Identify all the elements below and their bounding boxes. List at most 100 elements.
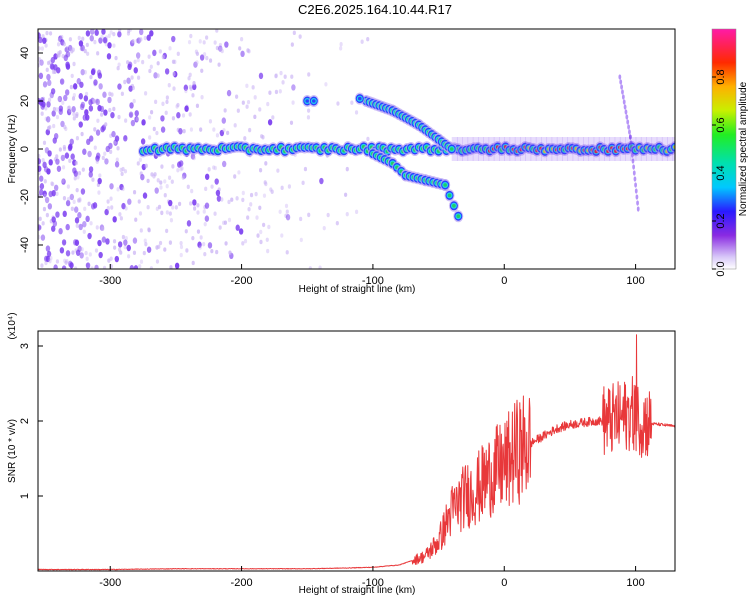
heatmap-noise-cell xyxy=(89,74,93,80)
heatmap-main-band-halo xyxy=(598,137,605,161)
heatmap-noise-cell xyxy=(141,119,146,126)
heatmap-noise-cell xyxy=(43,179,47,184)
heatmap-noise xyxy=(38,29,370,269)
heatmap-noise-cell xyxy=(81,36,85,42)
heatmap-noise-cell xyxy=(46,101,51,108)
heatmap-noise-cell xyxy=(157,204,162,210)
heatmap-main-band-halo xyxy=(593,137,600,161)
heatmap-noise-cell xyxy=(183,84,189,91)
heatmap-noise-cell xyxy=(55,211,60,218)
heatmap-noise-cell xyxy=(61,165,66,170)
heatmap-noise-cell xyxy=(65,223,70,231)
heatmap-noise-cell xyxy=(184,105,189,112)
heatmap-noise-cell xyxy=(221,117,226,124)
heatmap-noise-cell xyxy=(132,237,138,244)
heatmap-noise-cell xyxy=(200,95,204,100)
heatmap-noise-cell xyxy=(58,147,62,152)
heatmap-noise-cell xyxy=(215,189,221,197)
heatmap-noise-cell xyxy=(64,260,68,265)
heatmap-noise-cell xyxy=(69,138,74,145)
heatmap-noise-cell xyxy=(102,36,108,44)
heatmap-noise-cell xyxy=(116,66,120,71)
heatmap-noise-cell xyxy=(104,208,109,216)
heatmap-noise-cell xyxy=(43,193,47,198)
heatmap-noise-cell xyxy=(59,247,65,254)
snr-y-axis: 1 2 3 xyxy=(19,343,43,499)
heatmap-main-band-halo xyxy=(577,137,584,161)
heatmap-noise-cell xyxy=(160,126,166,133)
heatmap-noise-cell xyxy=(220,197,224,202)
heatmap-noise-cell xyxy=(235,224,240,231)
heatmap-noise-cell xyxy=(171,59,176,64)
heatmap-noise-cell xyxy=(221,160,227,168)
heatmap-noise-cell xyxy=(85,114,90,121)
heatmap-noise-cell xyxy=(136,161,140,166)
heatmap-spur-cell xyxy=(623,104,627,110)
heatmap-main-band-halo xyxy=(499,137,506,161)
heatmap-noise-cell xyxy=(299,216,303,222)
heatmap-noise-cell xyxy=(281,80,285,85)
heatmap-noise-cell xyxy=(258,72,264,80)
heatmap-noise-cell xyxy=(179,160,184,167)
heatmap-noise-cell xyxy=(61,178,65,183)
heatmap-noise-cell xyxy=(136,57,140,63)
heatmap-noise-cell xyxy=(204,202,210,209)
heatmap-noise-cell xyxy=(80,101,86,109)
heatmap-noise-cell xyxy=(139,29,144,36)
colorbar-label: Normalized spectral amplitude xyxy=(738,81,749,216)
heatmap-noise-cell xyxy=(324,82,328,87)
heatmap-noise-cell xyxy=(306,108,311,113)
heatmap-noise-cell xyxy=(134,116,139,123)
heatmap-noise-cell xyxy=(139,37,143,42)
heatmap-spur-cell xyxy=(621,94,625,100)
heatmap-noise-cell xyxy=(114,161,120,168)
snr-y-tick-label: 2 xyxy=(19,418,31,424)
heatmap-noise-cell xyxy=(96,118,100,123)
heatmap-noise-cell xyxy=(126,60,130,65)
snr-y-tick-label: 3 xyxy=(19,343,31,349)
heatmap-noise-cell xyxy=(65,51,71,58)
heatmap-main-band-halo xyxy=(462,137,469,161)
heatmap-noise-cell xyxy=(280,233,284,238)
heatmap-noise-cell xyxy=(91,29,95,33)
heatmap-noise-cell xyxy=(65,259,69,264)
heatmap-noise-cell xyxy=(53,264,58,269)
heatmap-noise-cell xyxy=(159,185,163,190)
heatmap-noise-cell xyxy=(38,46,41,51)
heatmap-noise-cell xyxy=(63,258,67,263)
heatmap-noise-cell xyxy=(228,250,232,255)
heatmap-noise-cell xyxy=(177,201,182,207)
heatmap-noise-cell xyxy=(215,45,219,51)
heatmap-noise-cell xyxy=(205,55,209,61)
heatmap-noise-cell xyxy=(140,173,145,181)
heatmap-noise-cell xyxy=(235,196,239,201)
heatmap-noise-cell xyxy=(160,210,164,216)
heatmap-noise-cell xyxy=(72,83,78,90)
heatmap-features xyxy=(138,74,675,223)
heatmap-noise-cell xyxy=(168,199,173,207)
heatmap-noise-cell xyxy=(72,92,76,98)
heatmap-noise-cell xyxy=(109,30,113,35)
heatmap-noise-cell xyxy=(135,117,139,122)
heatmap-noise-cell xyxy=(216,195,222,202)
heatmap-noise-cell xyxy=(48,159,53,166)
heatmap-noise-cell xyxy=(241,241,245,246)
heatmap-noise-cell xyxy=(123,244,127,250)
heatmap-noise-cell xyxy=(279,70,283,76)
heatmap-noise-cell xyxy=(113,245,117,250)
heatmap-y-tick-label: 0 xyxy=(19,146,31,152)
heatmap-noise-cell xyxy=(258,168,263,173)
heatmap-noise-cell xyxy=(78,121,83,128)
heatmap-spur-cell xyxy=(631,158,635,164)
heatmap-spur-cell xyxy=(636,200,639,206)
heatmap-main-band-halo xyxy=(667,137,674,161)
heatmap-noise-cell xyxy=(181,175,185,180)
heatmap-spur-cell xyxy=(634,188,638,194)
heatmap-noise-cell xyxy=(132,190,137,195)
heatmap-main-band-halo xyxy=(525,137,532,161)
heatmap-main-band-halo xyxy=(661,137,668,161)
heatmap-noise-cell xyxy=(143,35,147,41)
heatmap-noise-cell xyxy=(191,235,195,241)
heatmap-main-band-halo xyxy=(546,137,553,161)
heatmap-noise-cell xyxy=(283,74,287,79)
